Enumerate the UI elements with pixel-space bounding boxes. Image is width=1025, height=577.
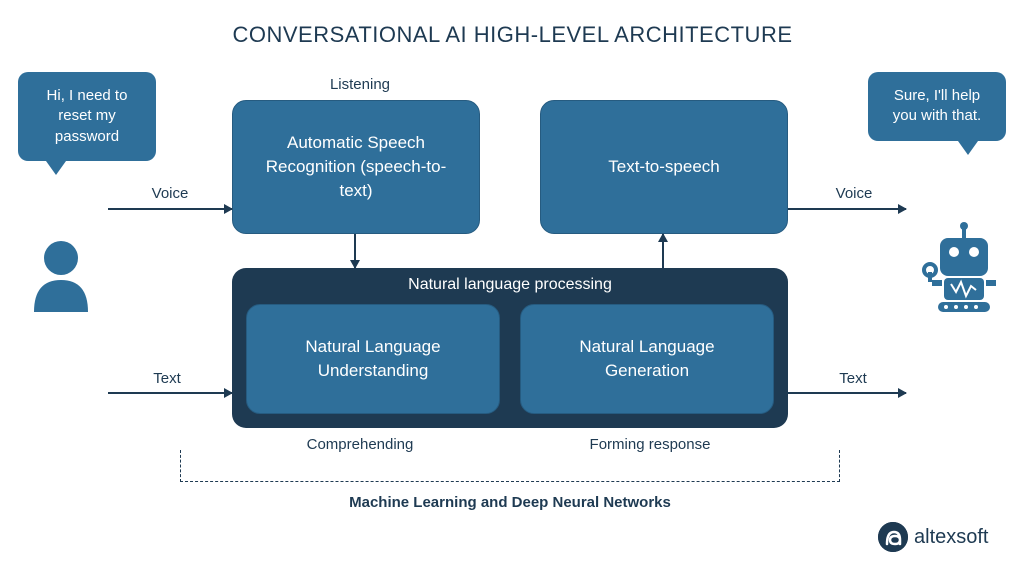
bot-speech-bubble: Sure, I'll help you with that.	[868, 72, 1006, 141]
node-nlp-title: Natural language processing	[232, 276, 788, 294]
bot-speech-text: Sure, I'll help you with that.	[893, 87, 981, 124]
arrow-voice-out	[788, 208, 906, 210]
user-speech-text: Hi, I need to reset my password	[47, 87, 128, 145]
arrow-text-out	[788, 392, 906, 394]
node-nlg-label: Natural Language Generation	[539, 335, 755, 383]
user-icon	[30, 238, 92, 317]
anno-voice-in: Voice	[140, 185, 200, 202]
brand-logo: altexsoft	[878, 522, 988, 552]
robot-icon	[918, 220, 1002, 319]
arrow-voice-in	[108, 208, 232, 210]
anno-text-out: Text	[828, 370, 878, 387]
anno-listening: Listening	[300, 76, 420, 93]
node-asr: Automatic Speech Recognition (speech-to-…	[232, 100, 480, 234]
node-tts-label: Text-to-speech	[608, 155, 720, 179]
node-nlu: Natural Language Understanding	[246, 304, 500, 414]
anno-text-in: Text	[142, 370, 192, 387]
arrow-asr-down	[354, 234, 356, 268]
user-speech-bubble: Hi, I need to reset my password	[18, 72, 156, 161]
arrow-text-in	[108, 392, 232, 394]
dashed-bracket	[180, 450, 840, 482]
node-tts: Text-to-speech	[540, 100, 788, 234]
node-asr-label: Automatic Speech Recognition (speech-to-…	[251, 131, 461, 202]
diagram-title: CONVERSATIONAL AI HIGH-LEVEL ARCHITECTUR…	[0, 22, 1025, 48]
anno-voice-out: Voice	[824, 185, 884, 202]
anno-ml: Machine Learning and Deep Neural Network…	[310, 494, 710, 511]
brand-logo-mark	[878, 522, 908, 552]
node-nlu-label: Natural Language Understanding	[265, 335, 481, 383]
node-nlg: Natural Language Generation	[520, 304, 774, 414]
brand-logo-text: altexsoft	[914, 526, 988, 549]
arrow-tts-up	[662, 234, 664, 268]
